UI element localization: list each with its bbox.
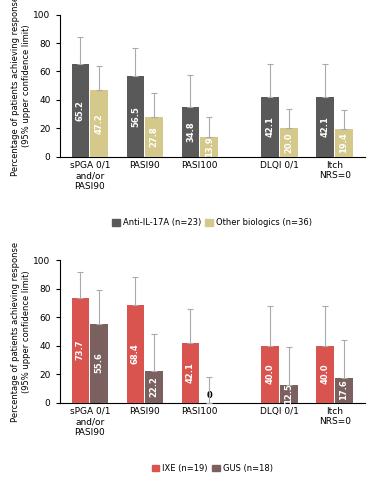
- Bar: [317, 346, 334, 403]
- Bar: [127, 76, 144, 156]
- Text: 0: 0: [206, 392, 212, 400]
- Bar: [200, 137, 218, 156]
- Text: 40.0: 40.0: [321, 364, 330, 384]
- Text: 22.2: 22.2: [150, 376, 159, 397]
- Text: 47.2: 47.2: [95, 113, 104, 134]
- Bar: [72, 298, 89, 403]
- Text: 13.9: 13.9: [205, 136, 214, 157]
- Text: 42.1: 42.1: [321, 116, 330, 137]
- Text: 19.4: 19.4: [340, 132, 349, 154]
- Bar: [335, 378, 353, 402]
- Bar: [261, 97, 279, 156]
- Text: 65.2: 65.2: [76, 100, 85, 121]
- Text: 12.5: 12.5: [285, 383, 294, 404]
- Bar: [90, 324, 108, 402]
- Text: 56.5: 56.5: [131, 106, 140, 127]
- Text: 73.7: 73.7: [76, 340, 85, 360]
- Bar: [146, 371, 163, 402]
- Y-axis label: Percentage of patients achieving response
(95% upper confidence limit): Percentage of patients achieving respons…: [11, 0, 30, 176]
- Bar: [280, 385, 298, 402]
- Bar: [90, 90, 108, 156]
- Text: 17.6: 17.6: [340, 380, 349, 400]
- Bar: [72, 64, 89, 156]
- Y-axis label: Percentage of patients achieving response
(95% upper confidence limit): Percentage of patients achieving respons…: [11, 242, 30, 422]
- Bar: [335, 129, 353, 156]
- Text: 27.8: 27.8: [150, 126, 159, 148]
- Bar: [146, 117, 163, 156]
- Bar: [317, 97, 334, 156]
- Bar: [127, 306, 144, 402]
- Text: 34.8: 34.8: [186, 122, 195, 142]
- Text: 55.6: 55.6: [95, 352, 104, 374]
- Bar: [261, 346, 279, 403]
- Legend: Anti-IL-17A (n=23), Other biologics (n=36): Anti-IL-17A (n=23), Other biologics (n=3…: [109, 215, 315, 230]
- Text: 42.1: 42.1: [266, 116, 275, 137]
- Text: 20.0: 20.0: [285, 132, 294, 153]
- Text: 42.1: 42.1: [186, 362, 195, 383]
- Bar: [182, 342, 199, 402]
- Text: 40.0: 40.0: [266, 364, 275, 384]
- Text: 68.4: 68.4: [131, 344, 140, 364]
- Legend: IXE (n=19), GUS (n=18): IXE (n=19), GUS (n=18): [148, 460, 276, 476]
- Bar: [280, 128, 298, 156]
- Bar: [182, 108, 199, 156]
